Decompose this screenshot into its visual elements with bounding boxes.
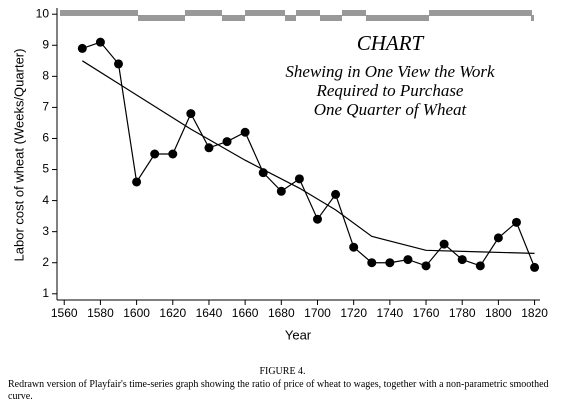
data-point [276, 186, 286, 196]
data-point [240, 127, 250, 137]
data-point [421, 261, 431, 271]
data-point [475, 261, 485, 271]
y-axis-label: Labor cost of wheat (Weeks/Quarter) [11, 49, 26, 262]
data-point [150, 149, 160, 159]
data-point [294, 174, 304, 184]
data-point [367, 258, 377, 268]
data-point [439, 239, 449, 249]
chart: CHART Shewing in One View the Work Requi… [11, 6, 548, 342]
annotation: One Quarter of Wheat [314, 100, 468, 119]
x-tick-label: 1640 [196, 306, 223, 320]
data-point [530, 262, 540, 272]
x-tick-label: 1620 [159, 306, 186, 320]
x-tick-label: 1580 [87, 306, 114, 320]
data-point [403, 255, 413, 265]
series-line [82, 60, 535, 255]
y-tick-label: 4 [42, 193, 49, 207]
x-tick-label: 1740 [377, 306, 404, 320]
y-tick-label: 5 [42, 162, 49, 176]
caption-label: FIGURE 4. [259, 366, 306, 377]
x-tick-label: 1760 [413, 306, 440, 320]
x-tick-label: 1780 [449, 306, 476, 320]
data-point [222, 137, 232, 147]
x-tick-label: 1700 [304, 306, 331, 320]
data-point [511, 217, 521, 227]
y-tick-label: 7 [42, 100, 49, 114]
data-point [493, 233, 503, 243]
annotation: Required to Purchase [316, 81, 464, 100]
data-point [132, 177, 142, 187]
data-point [312, 214, 322, 224]
annotation: CHART [357, 31, 425, 55]
y-tick-label: 2 [42, 255, 49, 269]
y-tick-label: 1 [42, 286, 49, 300]
x-tick-label: 1800 [485, 306, 512, 320]
x-tick-label: 1560 [51, 306, 78, 320]
x-tick-label: 1820 [521, 306, 548, 320]
x-axis-label: Year [285, 327, 312, 342]
x-tick-label: 1720 [340, 306, 367, 320]
data-point [77, 43, 87, 53]
y-tick-label: 9 [42, 37, 49, 51]
y-tick-label: 6 [42, 131, 49, 145]
data-point [168, 149, 178, 159]
y-tick-label: 10 [36, 6, 50, 20]
x-tick-label: 1660 [232, 306, 259, 320]
data-point [204, 143, 214, 153]
x-tick-label: 1600 [123, 306, 150, 320]
data-point [331, 189, 341, 199]
data-point [186, 109, 196, 119]
x-tick-label: 1680 [268, 306, 295, 320]
data-point [385, 258, 395, 268]
data-point [349, 242, 359, 252]
data-point [114, 59, 124, 69]
annotation: Shewing in One View the Work [285, 62, 495, 81]
y-tick-label: 3 [42, 224, 49, 238]
y-tick-label: 8 [42, 69, 49, 83]
caption-text: Redrawn version of Playfair's time-serie… [8, 379, 549, 402]
timeline-bars [60, 10, 534, 21]
data-point [95, 37, 105, 47]
data-point [457, 255, 467, 265]
